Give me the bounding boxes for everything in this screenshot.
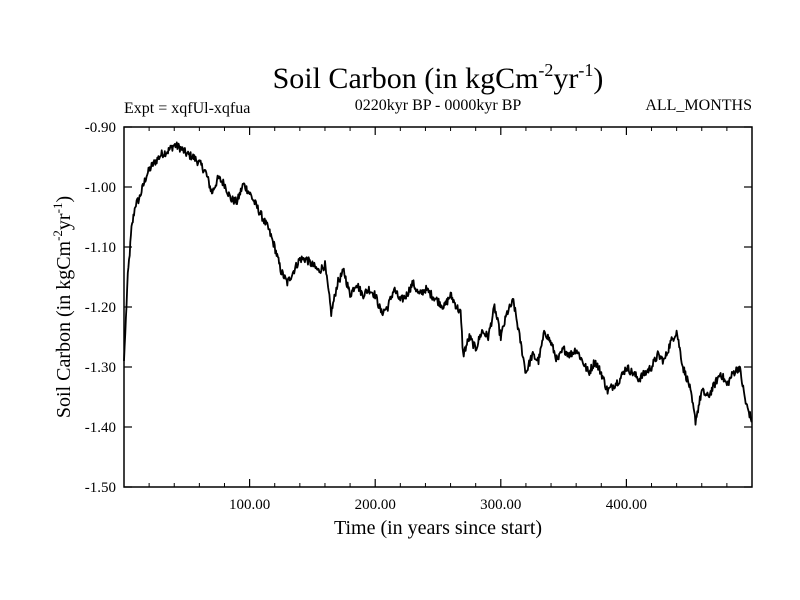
x-tick-label: 300.00: [480, 497, 521, 513]
axis-ticks: -0.90 -1.00 -1.10 -1.20 -1.30 -1.40 -1.50 100.0…: [85, 120, 752, 513]
y-axis-label: Soil Carbon (in kgCm-2yr-1): [50, 196, 75, 418]
x-tick-label: 400.00: [606, 497, 647, 513]
y-tick-label: -1.10: [85, 240, 116, 256]
y-tick-label: -1.40: [85, 420, 116, 436]
y-tick-label: -1.20: [85, 300, 116, 316]
period-label: 0220kyr BP - 0000kyr BP: [355, 97, 522, 114]
soil-carbon-series-line: [123, 141, 753, 426]
chart-title: Soil Carbon (in kgCm-2yr-1): [273, 60, 604, 95]
y-tick-label: -1.00: [85, 180, 116, 196]
plot-frame: [123, 126, 753, 488]
months-label: ALL_MONTHS: [645, 97, 752, 114]
y-tick-label: -1.50: [85, 480, 116, 496]
y-tick-label: -1.30: [85, 360, 116, 376]
y-tick-label: -0.90: [85, 120, 116, 136]
x-axis-label: Time (in years since start): [334, 517, 542, 539]
expt-label: Expt = xqfUl-xqfua: [124, 100, 250, 117]
x-tick-label: 100.00: [229, 497, 270, 513]
x-tick-label: 200.00: [355, 497, 396, 513]
